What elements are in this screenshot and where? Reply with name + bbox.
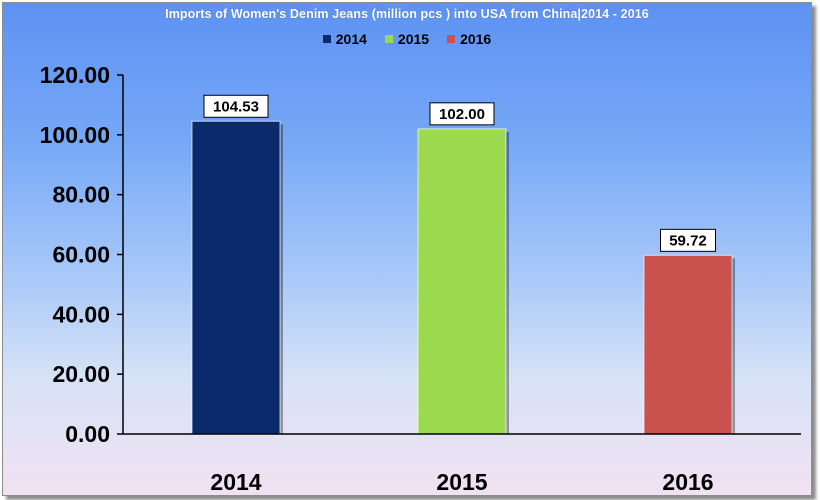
x-axis: 2014 2015 2016 [123, 433, 801, 495]
x-tick-label: 2015 [436, 469, 487, 495]
chart-title: Imports of Women's Denim Jeans (million … [165, 7, 649, 21]
y-tick-label: 60.00 [52, 242, 110, 268]
legend-swatch [447, 35, 456, 43]
legend-item-2015: 2015 [384, 31, 430, 47]
data-label: 59.72 [669, 232, 707, 249]
bar-2014 [191, 120, 281, 435]
legend-item-2016: 2016 [447, 31, 491, 47]
bar-2016 [643, 254, 733, 435]
legend-swatch [384, 35, 393, 43]
data-label-box [203, 94, 269, 118]
y-tick-label: 120.00 [40, 62, 110, 88]
legend-item-2014: 2014 [322, 31, 367, 47]
data-label: 104.53 [213, 98, 259, 115]
y-tick-label: 80.00 [52, 182, 110, 208]
bar-2015 [417, 128, 507, 435]
legend-swatch [322, 35, 331, 43]
chart-plot: 0.00 20.00 40.00 60.00 80.00 100.00 120.00 201… [40, 62, 801, 495]
y-tick-label: 40.00 [52, 301, 110, 327]
chart-legend: 2014 2015 2016 [3, 31, 811, 47]
x-tick-label: 2014 [210, 469, 261, 495]
y-tick-label: 100.00 [40, 122, 110, 148]
legend-label: 2014 [335, 31, 367, 47]
data-label-box [660, 228, 716, 252]
bar-series [191, 120, 735, 435]
legend-label: 2015 [397, 31, 430, 47]
y-axis: 0.00 20.00 40.00 60.00 80.00 100.00 120.00 [40, 62, 124, 447]
y-tick-label: 20.00 [52, 361, 110, 387]
chart-frame: Imports of Women's Denim Jeans (million … [2, 2, 812, 496]
data-label-box [429, 102, 495, 126]
legend-label: 2016 [460, 31, 492, 47]
data-label: 102.00 [439, 106, 485, 123]
x-tick-label: 2016 [662, 469, 713, 495]
y-tick-label: 0.00 [65, 421, 110, 447]
data-labels: 104.53 102.00 59.72 [203, 94, 716, 252]
